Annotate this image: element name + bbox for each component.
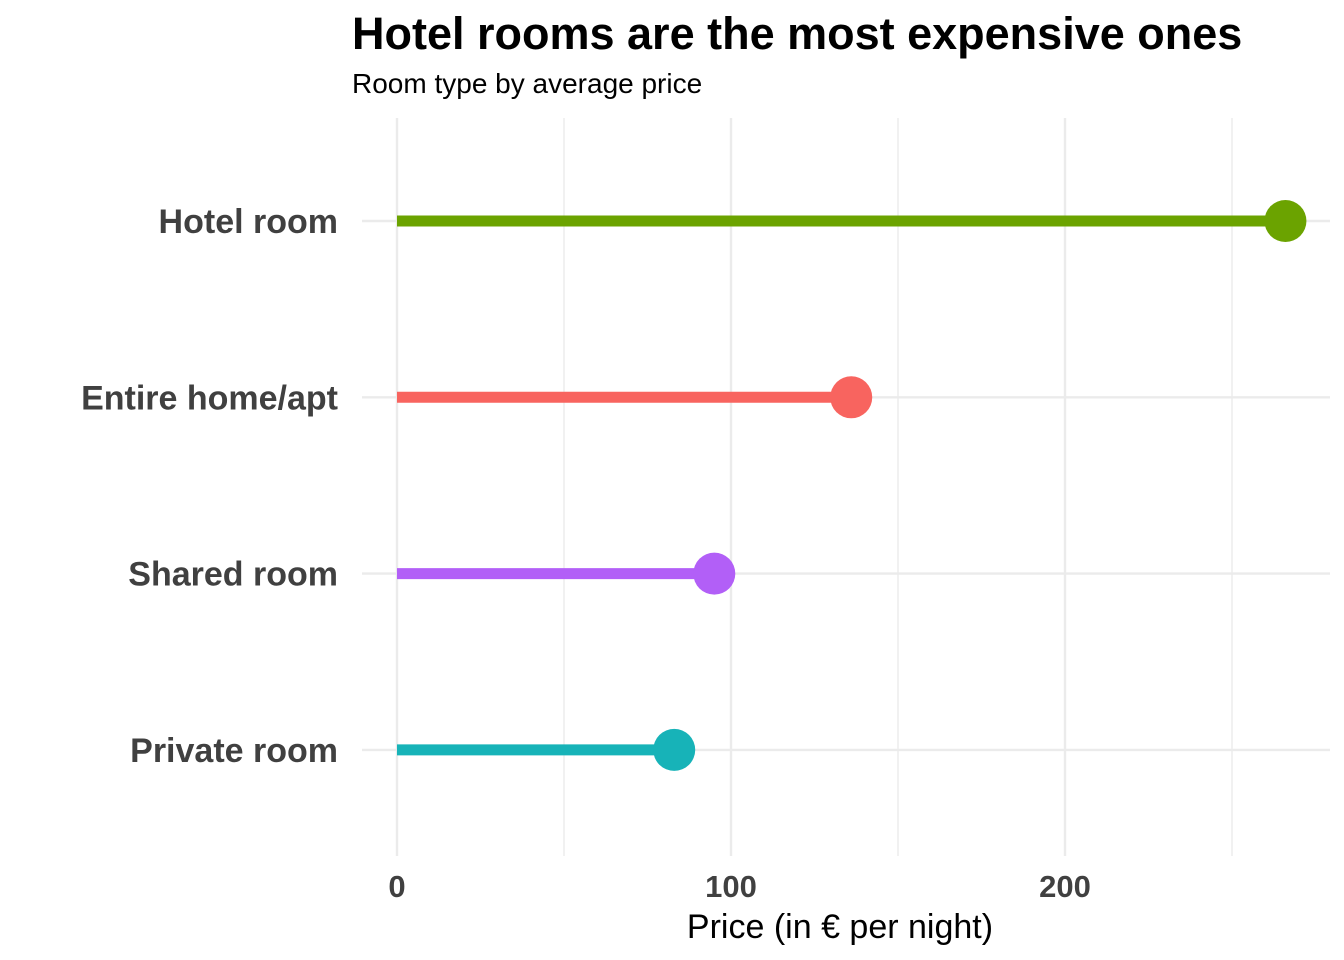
chart-subtitle: Room type by average price: [352, 68, 703, 99]
lollipop-point: [693, 552, 736, 595]
lollipop-point: [1264, 200, 1307, 242]
category-label: Shared room: [128, 556, 338, 594]
x-tick-label: 100: [705, 869, 757, 904]
category-label: Hotel room: [159, 203, 338, 241]
category-label: Private room: [130, 732, 338, 770]
stems: [397, 215, 1286, 756]
lollipop-point: [653, 728, 696, 771]
x-axis-title: Price (in € per night): [687, 908, 993, 946]
category-label: Entire home/apt: [81, 379, 338, 417]
dots: [653, 200, 1307, 771]
x-tick-label: 0: [388, 869, 405, 904]
x-tick-label: 200: [1039, 869, 1091, 904]
chart-title: Hotel rooms are the most expensive ones: [352, 8, 1243, 59]
x-tick-labels: 0 100 200: [388, 869, 1090, 904]
category-labels: Hotel room Entire home/apt Shared room Priv…: [81, 203, 338, 770]
lollipop-point: [830, 376, 873, 419]
